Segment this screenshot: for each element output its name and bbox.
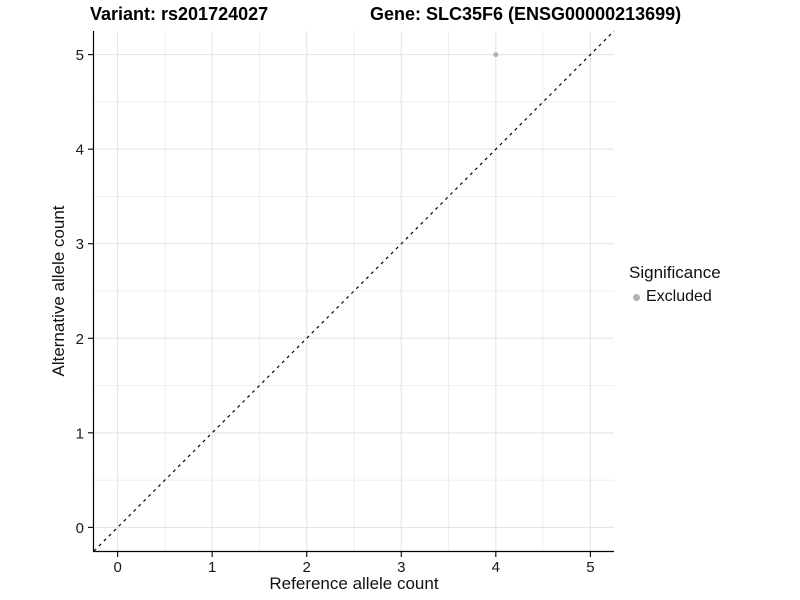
x-tick-label: 5	[586, 559, 594, 576]
x-tick-label: 0	[113, 559, 121, 576]
legend-title: Significance	[629, 263, 721, 282]
y-axis-title: Alternative allele count	[49, 205, 68, 377]
legend: Significance Excluded	[629, 263, 721, 306]
data-point	[493, 52, 499, 58]
gene-title: Gene: SLC35F6 (ENSG00000213699)	[370, 4, 682, 24]
y-tick-label: 0	[76, 520, 84, 537]
y-tick-label: 5	[76, 47, 84, 64]
y-tick-label: 4	[76, 142, 84, 159]
y-tick-label: 2	[76, 331, 84, 348]
x-axis-title: Reference allele count	[269, 574, 439, 593]
y-tick-label: 1	[76, 425, 84, 442]
x-tick-label: 3	[397, 559, 405, 576]
legend-item-label: Excluded	[646, 288, 712, 305]
x-tick-label: 2	[303, 559, 311, 576]
x-tick-label: 1	[208, 559, 216, 576]
legend-item-excluded: Excluded	[629, 288, 721, 306]
variant-title: Variant: rs201724027	[90, 4, 269, 24]
legend-point-icon	[633, 293, 640, 301]
y-tick-label: 3	[76, 236, 84, 253]
x-tick-label: 4	[492, 559, 500, 576]
